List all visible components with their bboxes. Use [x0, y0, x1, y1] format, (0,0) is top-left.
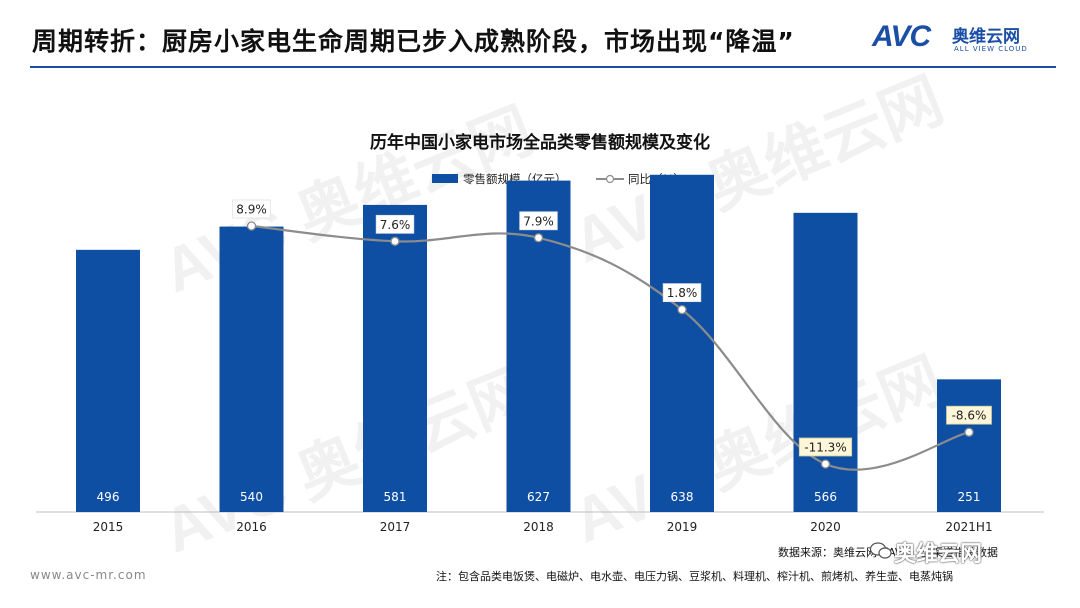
x-tick-label: 2021H1: [945, 520, 992, 534]
bar: [76, 249, 140, 513]
bar: [650, 174, 714, 512]
yoy-label-box: [662, 283, 702, 303]
category-note: 注：包含品类电饭煲、电磁炉、电水壶、电压力锅、豆浆机、料理机、榨汁机、煎烤机、养…: [436, 570, 953, 583]
bar-series: 496 540 581 627 638 566 251: [76, 174, 1001, 513]
bar-value-label: 581: [384, 490, 407, 504]
yoy-point: [820, 459, 831, 469]
yoy-line-series: 8.9% 7.6% 7.9% 1.8% -11.3% -8.6%: [232, 199, 992, 471]
x-tick-label: 2016: [236, 520, 267, 534]
bar: [937, 379, 1001, 512]
x-tick-label: 2015: [93, 520, 124, 534]
yoy-point: [677, 305, 687, 315]
bar-value-label: 566: [814, 490, 837, 504]
yoy-label-box: [375, 214, 415, 234]
logo-cn-text: 奥维云网: [952, 27, 1020, 47]
legend-bar-swatch: [432, 174, 458, 183]
bar-value-label: 638: [671, 490, 694, 504]
yoy-point: [964, 427, 974, 437]
bar-value-label: 251: [958, 490, 981, 504]
x-tick-label: 2017: [380, 520, 411, 534]
yoy-value-label: 8.9%: [236, 203, 267, 217]
bar: [506, 180, 571, 513]
yoy-point: [390, 236, 400, 246]
yoy-point: [533, 233, 544, 243]
x-tick-label: 2020: [810, 520, 841, 534]
chart-title: 历年中国小家电市场全品类零售额规模及变化: [370, 132, 710, 153]
yoy-line: [251, 224, 970, 471]
bar: [363, 204, 427, 512]
slide-header: 周期转折：厨房小家电生命周期已步入成熟阶段，市场出现“降温” AVC 奥维云网 …: [0, 0, 1080, 75]
yoy-value-label: 1.8%: [667, 286, 698, 300]
yoy-value-label: 7.9%: [523, 214, 554, 228]
x-tick-label: 2018: [523, 520, 554, 534]
logo-en-text: ALL VIEW CLOUD: [954, 45, 1028, 53]
x-axis-ticks: 2015 2016 2017 2018 2019 2020 2021H1: [93, 520, 993, 534]
wechat-icon: [870, 542, 892, 559]
yoy-value-label: -11.3%: [804, 441, 846, 455]
yoy-point: [246, 221, 257, 231]
brand-logo: AVC 奥维云网 ALL VIEW CLOUD: [872, 18, 1052, 62]
yoy-value-label: -8.6%: [952, 409, 987, 423]
page-title: 周期转折：厨房小家电生命周期已步入成熟阶段，市场出现“降温”: [32, 27, 795, 56]
bar-value-label: 627: [527, 490, 550, 504]
yoy-value-label: 7.6%: [380, 218, 411, 232]
yoy-label-box: [232, 199, 271, 219]
bar-value-label: 540: [240, 490, 263, 504]
x-tick-label: 2019: [667, 520, 698, 534]
logo-mark: AVC: [872, 20, 931, 53]
bar-value-label: 496: [97, 490, 120, 504]
header-divider: [30, 66, 1056, 68]
yoy-label-box: [798, 437, 853, 457]
legend-line-marker: [605, 174, 615, 184]
yoy-label-box: [519, 211, 558, 231]
yoy-label-box: [946, 405, 992, 425]
footer-url[interactable]: www.avc-mr.com: [30, 568, 147, 582]
wechat-watermark: 奥维云网: [894, 542, 983, 567]
bar: [219, 226, 284, 513]
